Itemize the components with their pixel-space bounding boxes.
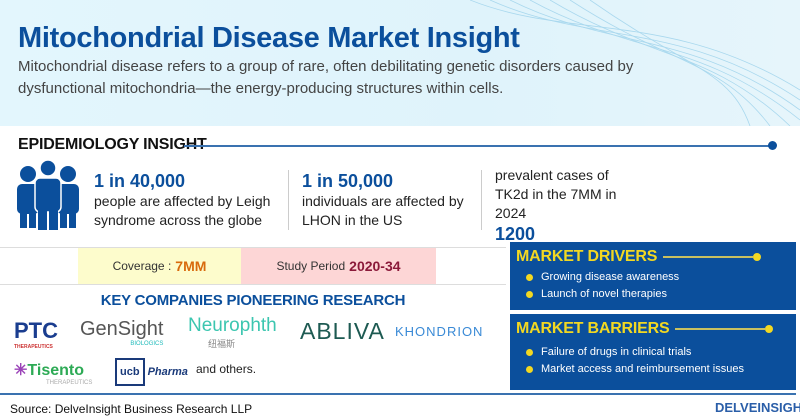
logo-ptc: PTC THERAPEUTICS: [14, 318, 58, 350]
bullet-icon: [526, 365, 533, 373]
companies-heading: KEY COMPANIES PIONEERING RESEARCH: [100, 292, 406, 309]
page-title: Mitochondrial Disease Market Insight: [18, 22, 520, 54]
driver-item: Launch of novel therapies: [526, 288, 790, 300]
coverage-box: Coverage :7MM: [78, 248, 241, 284]
bullet-icon: [526, 348, 533, 356]
delveinsight-logo: DELVEINSIGHT: [715, 400, 800, 415]
barrier-item: Failure of drugs in clinical trials: [526, 346, 790, 358]
stat-text: individuals are affected by LHON in the …: [302, 193, 464, 228]
logo-ucb-pharma: ucb Pharma: [115, 358, 188, 386]
people-icon: [17, 160, 79, 230]
logo-tisento: ✳Tisento THERAPEUTICS: [14, 362, 93, 386]
coverage-value: 7MM: [175, 258, 207, 274]
dot-icon: [753, 253, 762, 261]
stat-value: 1200: [495, 224, 536, 244]
divider: [481, 170, 482, 230]
page-description: Mitochondrial disease refers to a group …: [18, 58, 634, 97]
bullet-icon: [526, 273, 533, 281]
dot-icon: [765, 325, 774, 333]
barriers-heading: MARKET BARRIERS: [516, 320, 670, 337]
logo-khondrion: KHONDRION: [395, 324, 484, 339]
stat-tk2d: prevalent cases of TK2d in the 7MM in 20…: [495, 166, 645, 245]
stat-value: 1 in 50,000: [302, 171, 394, 191]
market-barriers-panel: MARKET BARRIERS Failure of drugs in clin…: [510, 314, 796, 390]
coverage-label: Coverage :: [112, 259, 172, 273]
others-text: and others.: [196, 362, 257, 376]
driver-item: Growing disease awareness: [526, 271, 790, 283]
dot-icon: [768, 141, 777, 150]
study-period-box: Study Period 2020-34: [241, 248, 436, 284]
market-drivers-panel: MARKET DRIVERS Growing disease awareness…: [510, 242, 796, 310]
barrier-item: Market access and reimbursement issues: [526, 363, 790, 375]
divider: [288, 170, 289, 230]
stat-value: 1 in 40,000: [94, 171, 186, 191]
header-banner: [0, 0, 800, 126]
stat-leigh: 1 in 40,000 people are affected by Leigh…: [94, 170, 284, 230]
stat-text: people are affected by Leigh syndrome ac…: [94, 193, 271, 228]
stat-text: prevalent cases of TK2d in the 7MM in 20…: [495, 167, 617, 221]
logo-abliva: ABLIVA: [300, 318, 385, 344]
wave-lines-decoration: [470, 0, 800, 126]
bullet-icon: [526, 290, 533, 298]
study-period-label: Study Period: [276, 259, 346, 273]
stat-lhon: 1 in 50,000 individuals are affected by …: [302, 170, 477, 230]
epidemiology-heading: EPIDEMIOLOGY INSIGHT: [18, 136, 207, 153]
info-band: [0, 247, 506, 285]
drivers-heading: MARKET DRIVERS: [516, 248, 658, 265]
source-text: Source: DelveInsight Business Research L…: [10, 402, 253, 416]
divider: [184, 145, 772, 147]
logo-gensight: GenSight BIOLOGICS: [80, 318, 164, 347]
divider: [0, 393, 796, 395]
logo-neurophth: Neurophth 纽福斯: [188, 315, 277, 349]
study-period-value: 2020-34: [349, 258, 401, 274]
